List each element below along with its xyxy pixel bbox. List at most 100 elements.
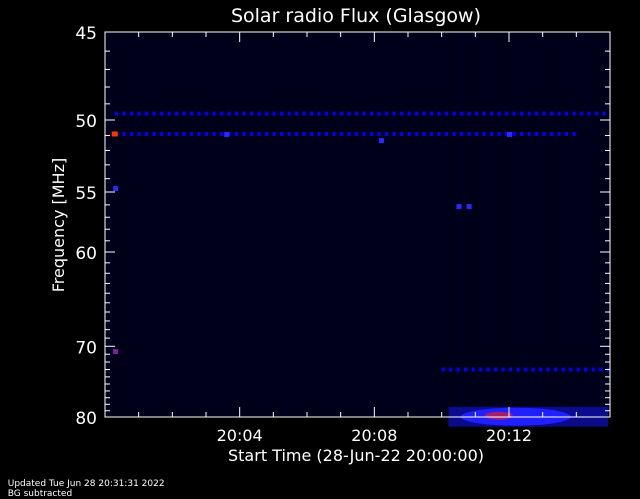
- band-segment: [441, 367, 445, 372]
- band-segment: [167, 132, 171, 137]
- emission-spot: [113, 349, 119, 355]
- band-segment: [479, 367, 483, 372]
- background-streak: [602, 33, 604, 416]
- background-streak: [317, 33, 319, 416]
- band-segment: [449, 367, 453, 372]
- background-streak: [518, 33, 520, 416]
- background-streak: [551, 33, 553, 416]
- emission-spot: [113, 186, 119, 192]
- background-streak: [185, 33, 187, 416]
- band-segment: [317, 111, 321, 116]
- background-streak: [323, 33, 325, 416]
- background-streak: [593, 33, 595, 416]
- background-streak: [431, 33, 433, 416]
- background-streak: [521, 33, 523, 416]
- background-streak: [527, 33, 529, 416]
- background-streak: [302, 33, 304, 416]
- band-segment: [137, 132, 141, 137]
- band-segment: [317, 132, 321, 137]
- band-segment: [599, 367, 603, 372]
- background-streak: [389, 33, 391, 416]
- background-streak: [572, 33, 574, 416]
- background-streak: [326, 33, 328, 416]
- spectrogram-chart: Solar radio Flux (Glasgow) 455055607080 …: [49, 5, 611, 465]
- background-streak: [137, 33, 139, 416]
- background-streak: [461, 33, 463, 416]
- background-streak: [173, 33, 175, 416]
- y-tick-label: 80: [75, 409, 97, 429]
- y-axis-label: Frequency [MHz]: [49, 158, 68, 292]
- band-segment: [565, 132, 569, 137]
- updated-timestamp: Updated Tue Jun 28 20:31:31 2022: [7, 479, 165, 489]
- background-streak: [236, 33, 238, 416]
- band-segment: [250, 111, 254, 116]
- background-streak: [308, 33, 310, 416]
- background-streak: [293, 33, 295, 416]
- band-segment: [520, 132, 524, 137]
- background-streak: [128, 33, 130, 416]
- background-streak: [113, 33, 115, 416]
- band-segment: [137, 111, 141, 116]
- background-streak: [473, 33, 475, 416]
- band-segment: [527, 111, 531, 116]
- background-streak: [341, 33, 343, 416]
- band-segment: [542, 132, 546, 137]
- band-segment: [535, 111, 539, 116]
- background-streak: [467, 33, 469, 416]
- emission-spot: [456, 204, 462, 210]
- background-streak: [575, 33, 577, 416]
- band-segment: [392, 132, 396, 137]
- background-streak: [350, 33, 352, 416]
- band-segment: [546, 367, 550, 372]
- background-streak: [158, 33, 160, 416]
- band-segment: [501, 367, 505, 372]
- background-streak: [434, 33, 436, 416]
- background-streak: [221, 33, 223, 416]
- background-streak: [365, 33, 367, 416]
- background-streak: [419, 33, 421, 416]
- background-streak: [605, 33, 607, 416]
- x-axis-label: Start Time (28-Jun-22 20:00:00): [228, 446, 484, 465]
- background-streak: [269, 33, 271, 416]
- band-segment: [509, 367, 513, 372]
- band-segment: [467, 132, 471, 137]
- band-segment: [122, 111, 126, 116]
- background-streak: [488, 33, 490, 416]
- band-segment: [452, 132, 456, 137]
- band-segment: [561, 367, 565, 372]
- band-segment: [527, 132, 531, 137]
- band-segment: [482, 111, 486, 116]
- band-segment: [190, 111, 194, 116]
- background-streak: [476, 33, 478, 416]
- band-segment: [520, 111, 524, 116]
- band-segment: [205, 111, 209, 116]
- band-segment: [482, 132, 486, 137]
- band-segment: [325, 132, 329, 137]
- background-streak: [218, 33, 220, 416]
- band-segment: [471, 367, 475, 372]
- background-streak: [191, 33, 193, 416]
- background-streak: [503, 33, 505, 416]
- background-streak: [230, 33, 232, 416]
- y-tick-label: 60: [75, 244, 97, 264]
- background-streak: [215, 33, 217, 416]
- background-streak: [599, 33, 601, 416]
- background-streak: [347, 33, 349, 416]
- band-segment: [145, 132, 149, 137]
- band-segment: [464, 367, 468, 372]
- background-streak: [344, 33, 346, 416]
- band-segment: [235, 111, 239, 116]
- background-streak: [131, 33, 133, 416]
- background-streak: [530, 33, 532, 416]
- background-streak: [437, 33, 439, 416]
- band-segment: [355, 111, 359, 116]
- background-streak: [203, 33, 205, 416]
- background-streak: [458, 33, 460, 416]
- band-segment: [385, 132, 389, 137]
- background-streak: [449, 33, 451, 416]
- x-axis: 20:04 20:08 20:12: [138, 32, 577, 445]
- y-tick-label: 70: [75, 338, 97, 358]
- background-streak: [512, 33, 514, 416]
- band-segment: [445, 111, 449, 116]
- background-streak: [500, 33, 502, 416]
